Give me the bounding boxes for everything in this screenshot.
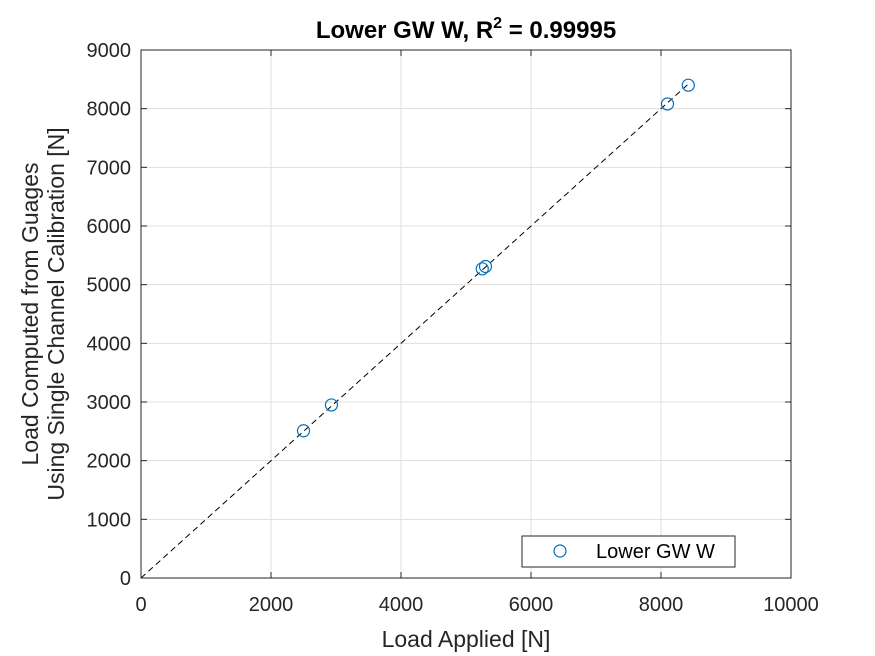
x-tick-label: 8000 xyxy=(639,594,684,616)
y-tick-label: 3000 xyxy=(87,392,132,414)
points-layer xyxy=(296,78,695,438)
legend: Lower GW W xyxy=(521,535,736,568)
x-tick-label: 6000 xyxy=(509,594,554,616)
tick-layer: 0 2000 4000 6000 8000 10000 0 1000 2000 3000 4000 5… xyxy=(87,40,819,616)
legend-box xyxy=(521,535,736,568)
y-axis-label-line2: Using Single Channel Calibration [N] xyxy=(43,127,69,500)
y-tick-label: 6000 xyxy=(87,216,132,238)
grid-layer xyxy=(141,50,791,578)
y-tick-label: 0 xyxy=(120,568,131,590)
y-tick-label: 4000 xyxy=(87,333,132,355)
chart-title-superscript: 2 xyxy=(493,15,502,32)
plot-area-border xyxy=(140,49,792,579)
x-tick-label: 2000 xyxy=(249,594,294,616)
plot-area-background xyxy=(141,50,791,578)
reference-line xyxy=(140,83,689,579)
chart-title-rest: = 0.99995 xyxy=(502,17,616,44)
data-point xyxy=(324,398,339,412)
x-tick-label: 10000 xyxy=(763,594,819,616)
legend-marker-icon xyxy=(553,544,567,558)
y-tick-label: 1000 xyxy=(87,509,132,531)
y-tick-label: 2000 xyxy=(87,451,132,473)
data-point xyxy=(681,78,695,92)
y-tick-label: 7000 xyxy=(87,157,132,179)
chart-title-main: Lower GW W, R xyxy=(316,17,493,44)
chart-title: Lower GW W, R2 = 0.99995 xyxy=(316,15,616,44)
x-tick-label: 4000 xyxy=(379,594,424,616)
y-tick-label: 5000 xyxy=(87,275,132,297)
data-point xyxy=(478,259,493,274)
y-tick-label: 8000 xyxy=(87,99,132,121)
legend-entry-label: Lower GW W xyxy=(596,541,715,563)
data-point xyxy=(296,424,311,438)
reference-line-layer xyxy=(140,83,689,579)
x-axis-label: Load Applied [N] xyxy=(382,626,551,652)
data-point xyxy=(475,262,489,276)
data-point xyxy=(660,97,675,111)
y-axis-label-line1: Load Computed from Guages xyxy=(17,162,43,465)
y-tick-label: 9000 xyxy=(87,40,132,62)
x-tick-label: 0 xyxy=(135,594,146,616)
